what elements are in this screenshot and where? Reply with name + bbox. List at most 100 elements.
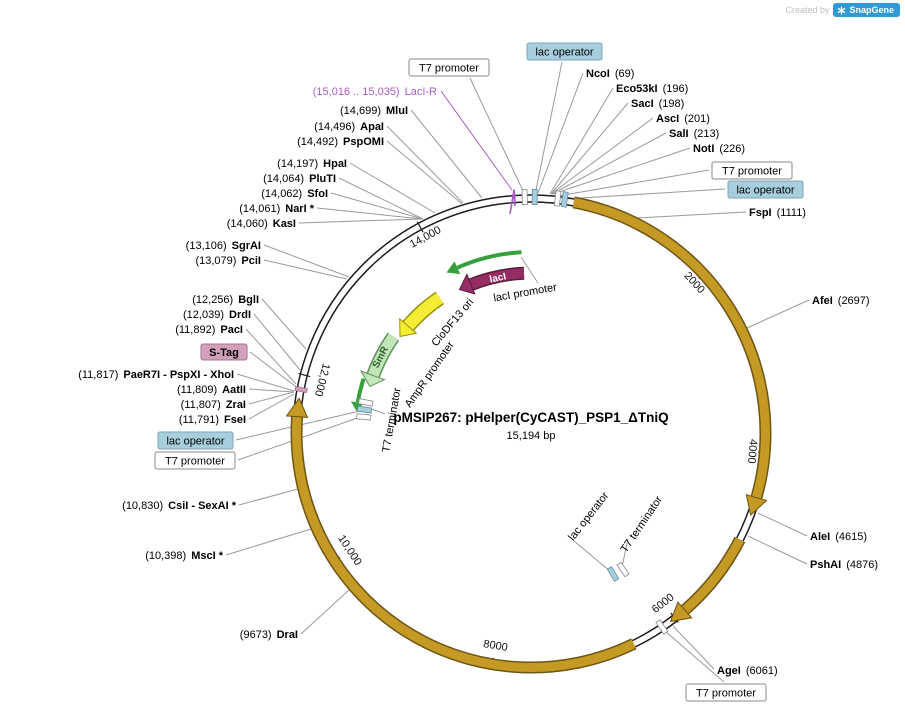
site-label-kasi[interactable]: (14,060) KasI xyxy=(227,218,296,230)
site-label-asci[interactable]: AscI (201) xyxy=(656,113,710,125)
svg-text:T7 promoter: T7 promoter xyxy=(419,63,479,75)
site-label-paer7i-pspxi-xhoi[interactable]: (11,817) PaeR7I - PspXI - XhoI xyxy=(78,369,234,381)
callout-line xyxy=(557,169,710,197)
site-label-fsei[interactable]: (11,791) FseI xyxy=(179,414,246,426)
scale-tick xyxy=(298,373,311,378)
laci-promoter-arrow[interactable] xyxy=(446,250,522,275)
laci-r-primer-arrow[interactable] xyxy=(509,189,515,215)
laci-feature-label: lacI xyxy=(489,271,508,285)
t7-promoter-tick-bottom[interactable] xyxy=(655,619,669,635)
callout-lines xyxy=(225,61,810,683)
site-label-noti[interactable]: NotI (226) xyxy=(693,143,745,155)
tick-label-6000: 6000 xyxy=(650,591,677,615)
plasmid-length: 15,194 bp xyxy=(507,430,556,442)
feature-arrow-gold-3[interactable] xyxy=(285,397,637,674)
site-label-drai[interactable]: (9673) DraI xyxy=(240,629,298,641)
laci-promoter-label[interactable]: lacI promoter xyxy=(493,281,559,304)
t7-terminator-label-inner[interactable]: T7 terminator xyxy=(619,494,666,555)
callout-line xyxy=(238,488,299,506)
site-label-mlui[interactable]: (14,699) MluI xyxy=(340,105,408,117)
laci-feature-arrow[interactable]: lacI xyxy=(458,266,525,295)
svg-text:T7 promoter: T7 promoter xyxy=(696,688,756,700)
site-label-msci[interactable]: (10,398) MscI * xyxy=(145,550,223,562)
t7-promoter-box-top[interactable]: T7 promoter xyxy=(408,58,490,77)
lac-operator-tick-top[interactable] xyxy=(531,189,538,205)
callout-line xyxy=(469,77,525,194)
callout-line xyxy=(550,117,654,195)
lac-operator-tick-right[interactable] xyxy=(560,191,569,208)
feature-arrow-gold-2[interactable] xyxy=(669,536,746,623)
site-label-drdi[interactable]: (12,039) DrdI xyxy=(183,309,251,321)
site-label-sgrai[interactable]: (13,106) SgrAI xyxy=(186,240,261,252)
callout-line xyxy=(236,373,295,392)
callout-line xyxy=(534,61,563,196)
t7-terminator-tick-inner-bottom[interactable] xyxy=(616,561,630,578)
callout-line xyxy=(672,625,715,670)
smr-feature-arrow[interactable]: SmR xyxy=(359,332,400,388)
lac-operator-box-right[interactable]: lac operator xyxy=(727,180,804,199)
callout-line xyxy=(253,313,301,371)
t7-promoter-tick-top[interactable] xyxy=(521,189,528,206)
feature-arrow-gold-1[interactable] xyxy=(572,196,772,517)
lac-operator-box-left[interactable]: lac operator xyxy=(157,431,234,450)
lac-operator-tick-left[interactable] xyxy=(356,405,373,414)
callout-line xyxy=(261,298,307,350)
t7-terminator-tick-left[interactable] xyxy=(357,398,374,407)
callout-line xyxy=(248,393,295,420)
svg-text:lac operator: lac operator xyxy=(166,436,224,448)
tick-label-4000: 4000 xyxy=(745,439,759,464)
site-label-pshai[interactable]: PshAI (4876) xyxy=(810,559,878,571)
site-label-pluti[interactable]: (14,064) PluTI xyxy=(263,173,336,185)
site-label-sali[interactable]: SalI (213) xyxy=(669,128,719,140)
site-label-nari[interactable]: (14,061) NarI * xyxy=(239,203,314,215)
callout-line xyxy=(573,540,612,573)
t7-promoter-tick-right[interactable] xyxy=(553,190,562,207)
lac-operator-label-inner[interactable]: lac operator xyxy=(566,490,611,543)
site-label-bgli[interactable]: (12,256) BglI xyxy=(192,294,259,306)
ampr-promoter-arrow[interactable] xyxy=(350,377,366,411)
site-label-fspi[interactable]: FspI (1111) xyxy=(749,207,806,219)
s-tag-box[interactable]: S-Tag xyxy=(200,343,248,361)
site-label-afei[interactable]: AfeI (2697) xyxy=(812,295,870,307)
callout-line xyxy=(550,102,629,195)
site-label-eco53ki[interactable]: Eco53kI (196) xyxy=(616,83,688,95)
site-label-alei[interactable]: AleI (4615) xyxy=(810,531,867,543)
site-label-pcii[interactable]: (13,079) PciI xyxy=(195,255,261,267)
snapgene-brand-label: SnapGene xyxy=(849,5,894,15)
t7-promoter-box-bottom[interactable]: T7 promoter xyxy=(685,683,767,702)
site-label-laci-r[interactable]: (15,016 .. 15,035) LacI-R xyxy=(313,86,437,98)
site-label-sfoi[interactable]: (14,062) SfoI xyxy=(261,188,328,200)
site-label-zrai[interactable]: (11,807) ZraI xyxy=(181,399,246,411)
lac-operator-box-top[interactable]: lac operator xyxy=(526,42,603,61)
callout-line xyxy=(263,244,350,278)
callout-line xyxy=(263,259,348,280)
clodf13-ori-arrow[interactable] xyxy=(399,291,445,338)
svg-text:lac operator: lac operator xyxy=(535,47,593,59)
s-tag-tick[interactable] xyxy=(294,386,308,394)
callout-line xyxy=(386,140,463,205)
callout-line xyxy=(300,589,350,635)
site-label-saci[interactable]: SacI (198) xyxy=(631,98,684,110)
callout-line xyxy=(757,512,808,537)
created-by-label: Created by xyxy=(785,5,830,15)
scale-tick xyxy=(416,221,424,233)
site-label-apai[interactable]: (14,496) ApaI xyxy=(314,121,384,133)
t7-promoter-tick-left[interactable] xyxy=(356,413,372,421)
site-label-hpai[interactable]: (14,197) HpaI xyxy=(277,158,347,170)
site-label-pspomi[interactable]: (14,492) PspOMI xyxy=(297,136,384,148)
site-label-paci[interactable]: (11,892) PacI xyxy=(175,324,243,336)
callout-line xyxy=(349,162,436,214)
callout-line xyxy=(386,125,464,204)
callout-line xyxy=(665,631,725,683)
t7-promoter-box-right[interactable]: T7 promoter xyxy=(711,161,793,180)
callout-line xyxy=(245,328,297,385)
t7-promoter-box-left[interactable]: T7 promoter xyxy=(154,451,236,470)
site-label-ncoi[interactable]: NcoI (69) xyxy=(586,68,634,80)
ampr-promoter-label[interactable]: AmpR promoter xyxy=(403,339,458,410)
site-label-aatii[interactable]: (11,809) AatII xyxy=(177,384,246,396)
site-label-csii-sexai[interactable]: (10,830) CsiI - SexAI * xyxy=(122,500,237,512)
lac-operator-tick-inner-bottom[interactable] xyxy=(606,566,620,582)
callout-line xyxy=(298,218,423,224)
site-label-agei[interactable]: AgeI (6061) xyxy=(717,665,778,677)
